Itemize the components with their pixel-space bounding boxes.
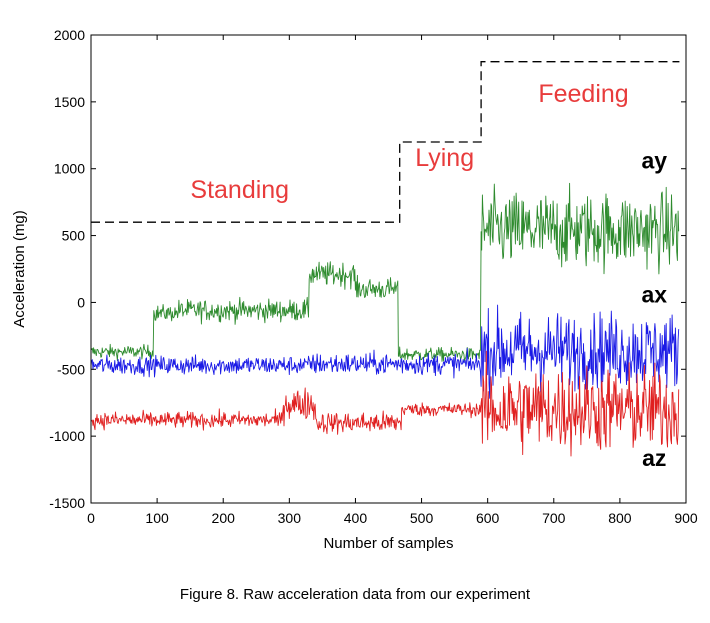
x-tick-label: 100 [145,510,169,526]
x-tick-label: 500 [410,510,434,526]
plot-frame [90,34,687,504]
y-tick-label: -1500 [49,495,85,511]
y-tick-label: -1000 [49,428,85,444]
series-line-ay [90,182,680,362]
y-tick-label: 500 [62,228,86,244]
x-tick-label: 400 [344,510,368,526]
x-tick-label: 800 [608,510,632,526]
phase-step-line [91,61,680,223]
phase-label: Feeding [538,80,628,108]
x-tick-label: 700 [542,510,566,526]
x-tick-label: 300 [278,510,302,526]
y-axis-label: Acceleration (mg) [11,210,28,328]
y-tick-label: 2000 [54,27,85,43]
x-tick-label: 0 [87,510,95,526]
y-tick-label: 0 [77,294,85,310]
y-tick-label: 1500 [54,94,85,110]
y-tick-label: 1000 [54,161,85,177]
figure-caption: Figure 8. Raw acceleration data from our… [179,586,531,603]
acceleration-chart: 0 100 200 300 400 500 600 700 800 900 -1500 -1000 -5… [11,27,698,552]
y-tick-label: -500 [57,361,85,377]
series-label-az: az [642,445,666,471]
x-axis-label: Number of samples [323,535,453,552]
phase-label: Standing [190,176,289,204]
phase-label: Lying [415,144,474,172]
series-label-ay: ay [641,148,667,174]
series-line-ax [90,304,680,399]
x-tick-label: 200 [212,510,236,526]
x-tick-label: 600 [476,510,500,526]
series-line-az [90,350,680,457]
plot-area [91,35,686,503]
series-label-ax: ax [641,281,667,307]
x-tick-label: 900 [674,510,698,526]
